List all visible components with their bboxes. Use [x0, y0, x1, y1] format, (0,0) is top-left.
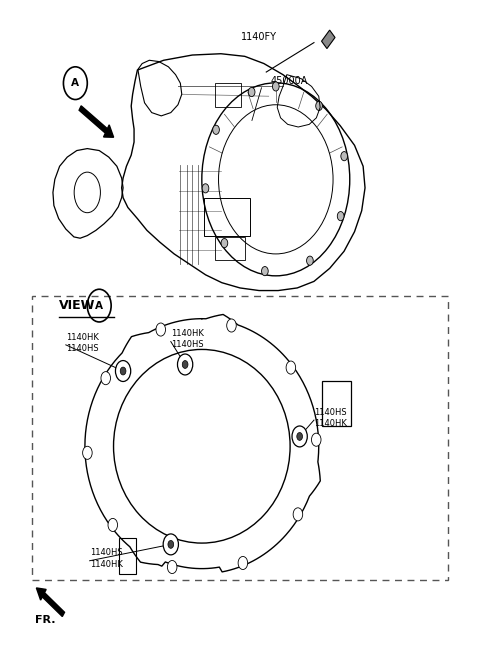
- Text: A: A: [95, 301, 103, 311]
- Circle shape: [293, 508, 303, 521]
- Ellipse shape: [114, 350, 290, 543]
- Circle shape: [316, 101, 323, 110]
- Text: 1140HK: 1140HK: [314, 419, 347, 428]
- Circle shape: [273, 82, 279, 91]
- Circle shape: [248, 87, 255, 97]
- Text: FR.: FR.: [35, 615, 55, 625]
- Circle shape: [168, 541, 174, 549]
- Circle shape: [238, 556, 248, 570]
- Text: VIEW: VIEW: [59, 299, 95, 312]
- Circle shape: [108, 518, 118, 532]
- Circle shape: [227, 319, 236, 332]
- Text: 1140HS: 1140HS: [66, 344, 98, 353]
- FancyArrow shape: [36, 588, 64, 616]
- Circle shape: [307, 256, 313, 265]
- Circle shape: [168, 560, 177, 574]
- Circle shape: [178, 354, 193, 375]
- Text: 1140HS: 1140HS: [314, 408, 347, 417]
- Text: 1140FY: 1140FY: [241, 32, 277, 42]
- Circle shape: [116, 361, 131, 382]
- Circle shape: [101, 372, 110, 385]
- Circle shape: [337, 212, 344, 221]
- Circle shape: [202, 184, 209, 193]
- Text: 1140HK: 1140HK: [171, 329, 204, 338]
- Circle shape: [120, 367, 126, 375]
- Circle shape: [312, 433, 321, 446]
- Circle shape: [83, 446, 92, 459]
- Text: 45000A: 45000A: [271, 76, 308, 86]
- Text: 1140HS: 1140HS: [90, 549, 122, 557]
- Circle shape: [182, 361, 188, 369]
- Circle shape: [297, 432, 302, 440]
- Circle shape: [163, 534, 179, 555]
- Circle shape: [221, 238, 228, 248]
- Polygon shape: [322, 30, 335, 49]
- Circle shape: [156, 323, 166, 336]
- Text: 1140HS: 1140HS: [171, 340, 204, 350]
- Circle shape: [213, 125, 219, 135]
- Text: 1140HK: 1140HK: [66, 332, 99, 342]
- Circle shape: [286, 361, 296, 374]
- Circle shape: [262, 267, 268, 276]
- Text: 1140HK: 1140HK: [90, 560, 122, 568]
- FancyArrow shape: [79, 106, 114, 137]
- Text: A: A: [72, 78, 79, 88]
- Circle shape: [341, 152, 348, 161]
- Circle shape: [292, 426, 307, 447]
